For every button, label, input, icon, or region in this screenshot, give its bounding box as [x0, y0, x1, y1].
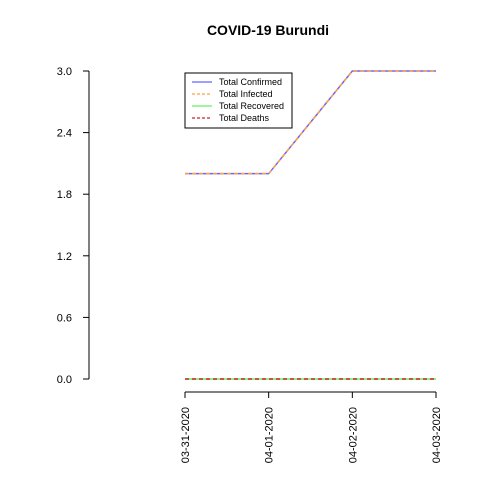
- legend-label: Total Deaths: [219, 113, 270, 123]
- series-layer: [185, 70, 436, 380]
- legend-label: Total Confirmed: [219, 77, 282, 87]
- y-tick-label: 1.8: [57, 189, 72, 201]
- x-axis: 03-31-2020 04-01-2020 04-02-2020 04-03-2020: [180, 391, 443, 463]
- y-tick-label: 3.0: [57, 66, 72, 78]
- x-tick-label: 04-01-2020: [264, 407, 276, 463]
- y-tick-label: 0.6: [57, 312, 72, 324]
- legend-label: Total Infected: [219, 89, 273, 99]
- x-tick-label: 03-31-2020: [180, 407, 192, 463]
- y-tick-label: 0.0: [57, 374, 72, 386]
- y-tick-label: 2.4: [57, 128, 72, 140]
- y-tick-label: 1.2: [57, 251, 72, 263]
- legend: Total Confirmed Total Infected Total Recov…: [184, 72, 293, 129]
- x-tick-label: 04-02-2020: [347, 407, 359, 463]
- x-tick-label: 04-03-2020: [431, 407, 443, 463]
- series-line-total-infected: [185, 70, 436, 175]
- legend-label: Total Recovered: [219, 101, 284, 111]
- y-axis: 0.0 0.6 1.2 1.8 2.4 3.0: [57, 66, 90, 386]
- chart-title: COVID-19 Burundi: [207, 22, 329, 38]
